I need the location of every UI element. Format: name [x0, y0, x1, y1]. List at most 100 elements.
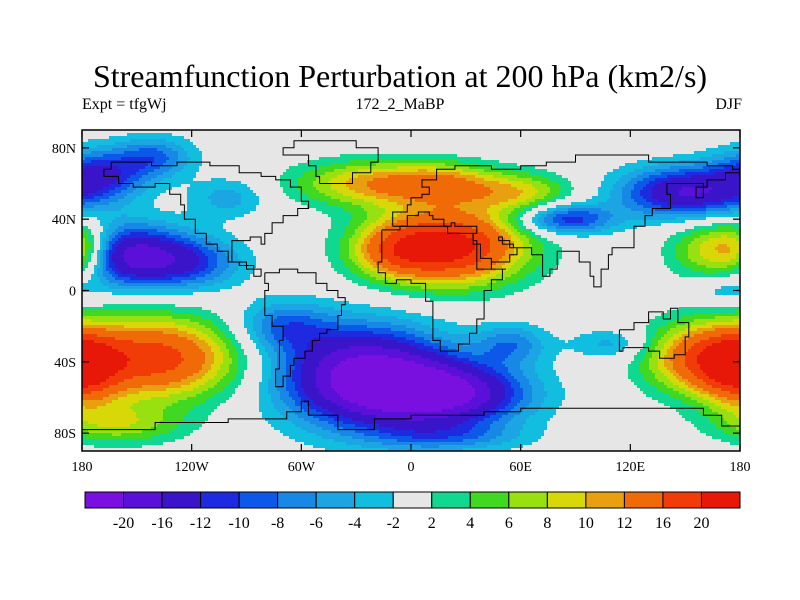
- field-cell: [178, 283, 182, 287]
- field-cell: [154, 238, 158, 242]
- field-cell: [214, 289, 218, 293]
- field-cell: [94, 442, 98, 446]
- field-cell: [202, 241, 206, 245]
- field-cell: [103, 154, 107, 158]
- field-cell: [187, 148, 191, 152]
- field-cell: [115, 205, 119, 209]
- field-cell: [121, 301, 125, 305]
- field-cell: [193, 244, 197, 248]
- field-cell: [196, 334, 200, 338]
- field-cell: [82, 247, 86, 251]
- field-cell: [139, 262, 143, 266]
- field-cell: [136, 445, 140, 449]
- field-cell: [139, 148, 143, 152]
- field-cell: [82, 352, 86, 356]
- field-cell: [154, 139, 158, 143]
- field-cell: [112, 166, 116, 170]
- field-cell: [148, 322, 152, 326]
- field-cell: [145, 358, 149, 362]
- field-cell: [106, 247, 110, 251]
- field-cell: [217, 175, 221, 179]
- field-cell: [145, 442, 149, 446]
- field-cell: [133, 235, 137, 239]
- field-cell: [199, 265, 203, 269]
- field-cell: [82, 235, 86, 239]
- field-cell: [169, 358, 173, 362]
- field-cell: [97, 373, 101, 377]
- field-cell: [112, 220, 116, 224]
- field-cell: [148, 298, 152, 302]
- field-cell: [187, 163, 191, 167]
- field-cell: [163, 388, 167, 392]
- field-cell: [202, 358, 206, 362]
- field-cell: [91, 292, 95, 296]
- field-cell: [202, 394, 206, 398]
- field-cell: [88, 181, 92, 185]
- field-cell: [220, 268, 224, 272]
- field-cell: [94, 268, 98, 272]
- field-cell: [211, 379, 215, 383]
- field-cell: [118, 415, 122, 419]
- field-cell: [82, 409, 86, 413]
- field-cell: [154, 409, 158, 413]
- field-cell: [220, 184, 224, 188]
- field-cell: [172, 436, 176, 440]
- field-cell: [196, 340, 200, 344]
- field-cell: [157, 142, 161, 146]
- field-cell: [214, 403, 218, 407]
- field-cell: [190, 181, 194, 185]
- field-cell: [139, 358, 143, 362]
- field-cell: [217, 385, 221, 389]
- field-cell: [169, 391, 173, 395]
- field-cell: [157, 397, 161, 401]
- field-cell: [127, 181, 131, 185]
- field-cell: [163, 220, 167, 224]
- field-cell: [157, 244, 161, 248]
- field-cell: [106, 433, 110, 437]
- field-cell: [115, 394, 119, 398]
- field-cell: [154, 325, 158, 329]
- field-cell: [166, 328, 170, 332]
- field-cell: [187, 229, 191, 233]
- field-cell: [199, 202, 203, 206]
- field-cell: [124, 295, 128, 299]
- field-cell: [220, 313, 224, 317]
- field-cell: [118, 403, 122, 407]
- field-cell: [136, 337, 140, 341]
- field-cell: [193, 382, 197, 386]
- field-cell: [160, 268, 164, 272]
- field-cell: [184, 352, 188, 356]
- field-cell: [193, 232, 197, 236]
- field-cell: [100, 151, 104, 155]
- field-cell: [196, 235, 200, 239]
- field-cell: [178, 364, 182, 368]
- field-cell: [193, 208, 197, 212]
- field-cell: [109, 268, 113, 272]
- field-cell: [88, 340, 92, 344]
- field-cell: [190, 262, 194, 266]
- field-cell: [145, 148, 149, 152]
- field-cell: [160, 373, 164, 377]
- field-cell: [130, 277, 134, 281]
- field-cell: [100, 298, 104, 302]
- field-cell: [124, 271, 128, 275]
- field-cell: [148, 280, 152, 284]
- field-cell: [94, 217, 98, 221]
- field-cell: [178, 130, 182, 134]
- field-cell: [121, 418, 125, 422]
- field-cell: [103, 433, 107, 437]
- field-cell: [196, 430, 200, 434]
- field-cell: [169, 277, 173, 281]
- field-cell: [109, 331, 113, 335]
- field-cell: [97, 199, 101, 203]
- field-cell: [160, 256, 164, 260]
- field-cell: [217, 205, 221, 209]
- field-cell: [130, 208, 134, 212]
- field-cell: [94, 295, 98, 299]
- field-cell: [88, 436, 92, 440]
- field-cell: [115, 331, 119, 335]
- field-cell: [106, 286, 110, 290]
- field-cell: [217, 394, 221, 398]
- field-cell: [112, 319, 116, 323]
- field-cell: [109, 244, 113, 248]
